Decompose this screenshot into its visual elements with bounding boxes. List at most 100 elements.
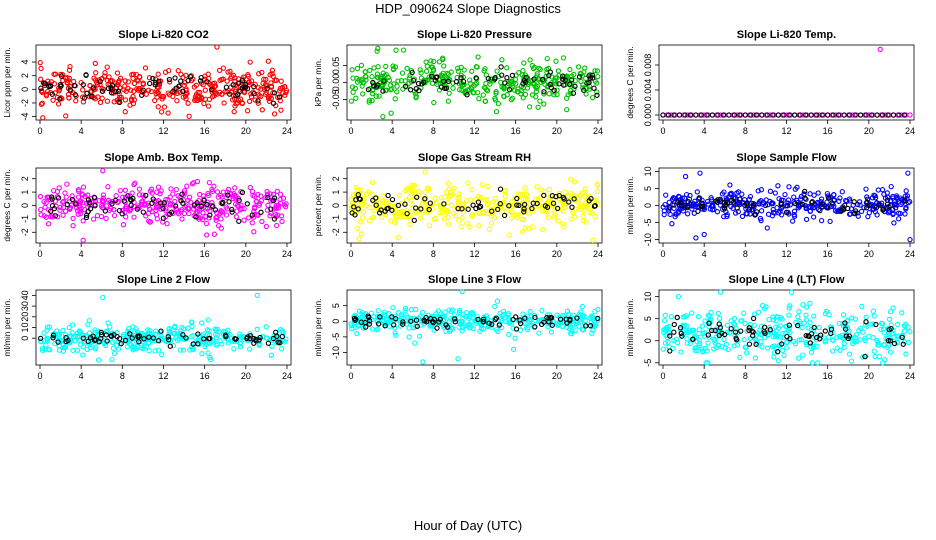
data-point (173, 186, 179, 193)
data-point (66, 67, 73, 73)
data-point (724, 322, 731, 328)
data-point (788, 289, 795, 295)
x-tick-label: 4 (702, 249, 707, 259)
data-point (531, 76, 537, 82)
data-point (380, 88, 386, 94)
data-point (265, 202, 271, 208)
data-point (202, 87, 208, 93)
y-tick-label: 1 (331, 190, 341, 195)
data-point (716, 315, 723, 322)
data-point (431, 99, 437, 106)
data-point (841, 344, 847, 351)
data-point (712, 327, 718, 334)
data-point (483, 87, 490, 93)
y-tick-label: 0 (643, 338, 653, 343)
data-point (175, 211, 182, 217)
data-point (807, 320, 813, 326)
data-point (871, 348, 877, 354)
data-point (693, 112, 699, 118)
data-point (203, 220, 210, 227)
data-point (675, 199, 681, 205)
data-point (43, 342, 49, 348)
data-point (767, 188, 774, 194)
data-point (493, 108, 500, 115)
data-point (509, 78, 515, 84)
data-point (232, 335, 238, 342)
data-point (848, 358, 855, 364)
data-point (149, 200, 155, 206)
data-point (136, 192, 143, 198)
data-point (440, 56, 446, 63)
data-point (467, 224, 473, 230)
data-point (738, 328, 744, 334)
data-point (369, 215, 376, 221)
data-point (379, 317, 386, 323)
data-point (60, 77, 66, 84)
y-tick-label: 0.00 (331, 74, 341, 92)
x-tick-label: 16 (823, 371, 833, 381)
data-point (177, 347, 183, 353)
data-point (796, 355, 802, 361)
y-tick-label: 40 (20, 290, 30, 300)
data-point (907, 236, 913, 243)
data-point (265, 95, 272, 102)
data-point (255, 85, 262, 91)
data-point (98, 332, 105, 338)
data-point (845, 335, 851, 342)
data-point (377, 75, 383, 81)
data-point (113, 342, 120, 348)
data-point (115, 346, 122, 352)
data-point (764, 112, 770, 118)
x-tick-label: 12 (158, 126, 168, 136)
data-point (450, 326, 456, 332)
data-point (526, 205, 533, 211)
data-point (730, 199, 737, 205)
data-point (400, 321, 406, 327)
data-point (753, 341, 759, 347)
data-point (885, 210, 892, 216)
data-point (167, 211, 173, 217)
data-point (552, 211, 558, 218)
data-point (79, 192, 86, 198)
data-point (888, 322, 894, 328)
data-point (187, 74, 194, 80)
data-point (770, 112, 776, 118)
data-point (146, 334, 152, 340)
x-tick-label: 0 (37, 249, 42, 259)
data-point (689, 327, 696, 333)
data-point (141, 336, 147, 342)
data-point (170, 342, 177, 349)
data-point (213, 342, 219, 348)
data-point (110, 345, 117, 351)
data-point (246, 346, 253, 352)
data-point (560, 76, 566, 82)
data-point (202, 96, 209, 102)
data-point (830, 112, 836, 118)
data-point (907, 112, 913, 118)
data-point (358, 219, 364, 225)
data-point (792, 200, 798, 207)
x-tick-label: 12 (781, 126, 791, 136)
data-point (87, 206, 94, 212)
data-point (100, 294, 106, 301)
data-point (104, 98, 111, 104)
data-point (851, 199, 857, 205)
data-point (38, 101, 45, 107)
data-point (251, 229, 257, 235)
data-point (542, 203, 549, 209)
data-point (122, 205, 128, 211)
data-point (460, 324, 466, 331)
data-point (108, 85, 114, 91)
data-point (671, 329, 677, 335)
data-point (445, 221, 452, 227)
data-point (876, 353, 882, 360)
data-point (684, 336, 690, 342)
data-point (239, 77, 246, 84)
panel-title: Slope Amb. Box Temp. (104, 152, 223, 164)
data-point (458, 224, 465, 230)
data-point (667, 348, 673, 354)
data-point (85, 192, 91, 198)
data-point (800, 302, 806, 308)
data-point (348, 98, 355, 104)
data-point (69, 322, 76, 328)
